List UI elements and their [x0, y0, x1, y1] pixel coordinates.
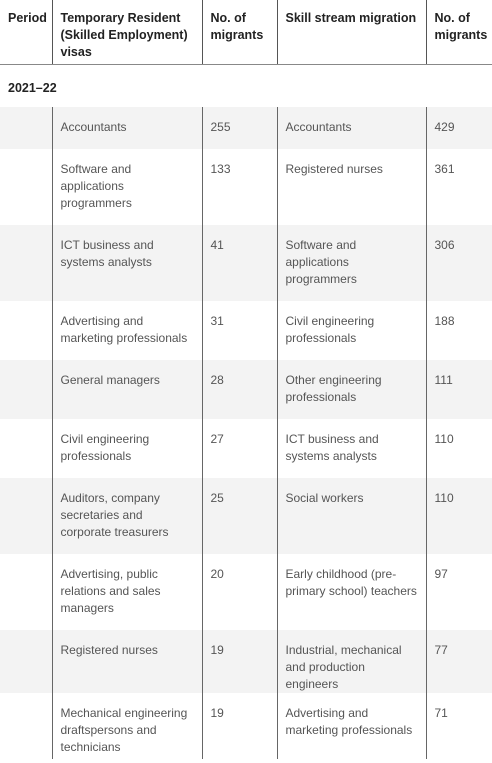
table-row: Advertising and marketing professionals … [0, 301, 492, 360]
temp-count: 133 [201, 149, 277, 225]
table-row: Mechanical engineering draftspersons and… [0, 693, 492, 759]
header-period: Period [0, 0, 52, 65]
period-cell [0, 225, 52, 301]
period-cell [0, 554, 52, 630]
temp-occupation: Software and applications programmers [51, 149, 202, 225]
period-label: 2021–22 [8, 80, 57, 95]
temp-occupation: Advertising, public relations and sales … [51, 554, 202, 630]
temp-occupation: Auditors, company secretaries and corpor… [51, 478, 202, 554]
skill-count: 71 [425, 693, 492, 759]
skill-occupation: Software and applications programmers [276, 225, 426, 301]
skill-occupation: Other engineering professionals [276, 360, 426, 419]
header-temp-visa: Temporary Resident (Skilled Employment) … [51, 0, 202, 65]
period-cell [0, 419, 52, 478]
temp-occupation: General managers [51, 360, 202, 419]
header-skill-stream: Skill stream migration [276, 0, 426, 65]
table-row: Advertising, public relations and sales … [0, 554, 492, 630]
skill-occupation: Industrial, mechanical and production en… [276, 630, 426, 693]
skill-count: 361 [425, 149, 492, 225]
skill-occupation: Civil engineering professionals [276, 301, 426, 360]
table-row: Civil engineering professionals 27 ICT b… [0, 419, 492, 478]
table-row: General managers 28 Other engineering pr… [0, 360, 492, 419]
period-row: 2021–22 [0, 64, 492, 107]
period-cell [0, 149, 52, 225]
temp-count: 41 [201, 225, 277, 301]
header-skill-count: No. of migrants [425, 0, 492, 65]
period-cell [0, 478, 52, 554]
skill-count: 77 [425, 630, 492, 693]
header-row: Period Temporary Resident (Skilled Emplo… [0, 0, 492, 65]
temp-occupation: Advertising and marketing professionals [51, 301, 202, 360]
temp-occupation: Civil engineering professionals [51, 419, 202, 478]
skill-count: 188 [425, 301, 492, 360]
temp-count: 28 [201, 360, 277, 419]
skill-count: 97 [425, 554, 492, 630]
period-cell [0, 693, 52, 759]
temp-count: 27 [201, 419, 277, 478]
temp-occupation: Mechanical engineering draftspersons and… [51, 693, 202, 759]
skill-occupation: Registered nurses [276, 149, 426, 225]
temp-occupation: ICT business and systems analysts [51, 225, 202, 301]
table-row: Registered nurses 19 Industrial, mechani… [0, 630, 492, 693]
skill-count: 110 [425, 419, 492, 478]
period-cell [0, 107, 52, 149]
skill-occupation: Advertising and marketing professionals [276, 693, 426, 759]
table-row: ICT business and systems analysts 41 Sof… [0, 225, 492, 301]
skill-count: 306 [425, 225, 492, 301]
period-cell [0, 360, 52, 419]
period-cell [0, 301, 52, 360]
skill-occupation: Early childhood (pre-primary school) tea… [276, 554, 426, 630]
header-temp-count: No. of migrants [201, 0, 277, 65]
skill-count: 110 [425, 478, 492, 554]
temp-count: 19 [201, 693, 277, 759]
temp-count: 31 [201, 301, 277, 360]
skill-occupation: ICT business and systems analysts [276, 419, 426, 478]
skill-occupation: Social workers [276, 478, 426, 554]
table-row: Accountants 255 Accountants 429 [0, 107, 492, 149]
table-row: Auditors, company secretaries and corpor… [0, 478, 492, 554]
temp-count: 255 [201, 107, 277, 149]
skill-occupation: Accountants [276, 107, 426, 149]
skill-count: 429 [425, 107, 492, 149]
skill-count: 111 [425, 360, 492, 419]
temp-occupation: Accountants [51, 107, 202, 149]
period-cell [0, 630, 52, 693]
temp-occupation: Registered nurses [51, 630, 202, 693]
table-row: Software and applications programmers 13… [0, 149, 492, 225]
temp-count: 20 [201, 554, 277, 630]
temp-count: 19 [201, 630, 277, 693]
temp-count: 25 [201, 478, 277, 554]
